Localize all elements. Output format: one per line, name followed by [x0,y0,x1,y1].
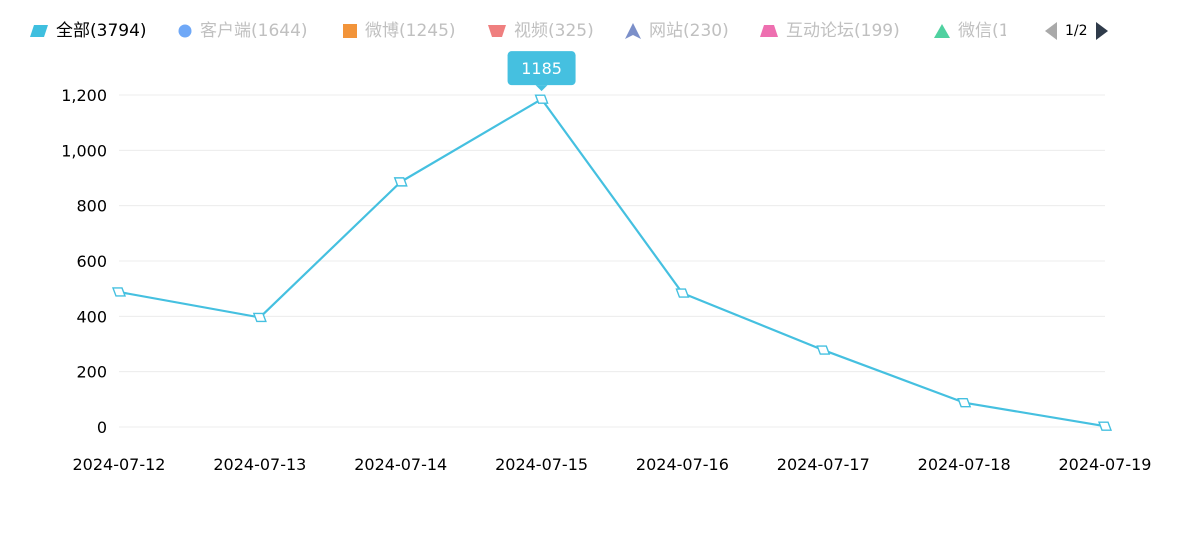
x-tick-label: 2024-07-13 [213,455,306,474]
series-line [118,98,1106,428]
triangle-right-icon[interactable] [1094,21,1110,41]
grid-lines [119,94,1105,428]
y-tick-label: 400 [76,307,107,326]
page-indicator: 1/2 [1065,23,1088,39]
x-tick-label: 2024-07-15 [495,455,588,474]
y-tick-label: 1,200 [61,86,107,105]
legend-item-wechat[interactable]: 微信(1 [934,18,1006,44]
x-tick-label: 2024-07-12 [73,455,166,474]
legend-label: 微信(1 [958,21,1006,41]
tooltip: 1185 [507,51,576,92]
triangle-icon [934,24,950,38]
x-tick-label: 2024-07-17 [777,455,870,474]
circle-icon [178,24,192,38]
legend-label: 互动论坛(199) [786,21,900,41]
data-point [534,94,549,104]
legend: 全部(3794) 客户端(1644) 微博(1245) 视频(325) 网站(2… [0,0,1200,62]
legend-item-website[interactable]: 网站(230) [625,18,729,44]
series-layer [111,94,1113,431]
x-tick-label: 2024-07-14 [354,455,447,474]
tooltip-box [507,51,576,86]
tooltip-value: 1185 [521,59,562,78]
data-point [393,177,408,187]
y-tick-label: 200 [76,363,107,382]
legend-label: 全部(3794) [56,21,147,41]
data-point [957,397,972,408]
y-axis: 0 200 400 600 800 1,000 1,200 [61,86,107,437]
triangle-left-icon[interactable] [1043,21,1059,41]
trapezoid-icon [760,25,778,37]
y-tick-label: 600 [76,252,107,271]
legend-pager: 1/2 [1043,18,1110,44]
x-tick-label: 2024-07-18 [918,455,1011,474]
parallelogram-icon [30,25,48,37]
data-point [111,287,127,297]
legend-label: 客户端(1644) [200,21,308,41]
square-icon [343,24,357,38]
data-point [816,345,831,355]
data-point [1097,421,1113,431]
legend-item-weibo[interactable]: 微博(1245) [343,18,456,44]
legend-label: 视频(325) [514,21,594,41]
legend-label: 网站(230) [649,21,729,41]
x-axis: 2024-07-12 2024-07-13 2024-07-14 2024-07-15… [73,455,1152,474]
legend-label: 微博(1245) [365,21,456,41]
x-tick-label: 2024-07-19 [1059,455,1152,474]
arrow-icon [625,23,641,39]
legend-item-client[interactable]: 客户端(1644) [178,18,308,44]
data-point [252,312,267,323]
tooltip-pointer [535,85,548,92]
y-tick-label: 800 [76,197,107,216]
x-tick-label: 2024-07-16 [636,455,729,474]
trapezoid-icon [488,25,506,37]
y-tick-label: 1,000 [61,141,107,160]
legend-item-video[interactable]: 视频(325) [488,18,594,44]
y-tick-label: 0 [97,418,107,437]
legend-item-forum[interactable]: 互动论坛(199) [760,18,900,44]
legend-item-all[interactable]: 全部(3794) [30,18,147,44]
data-point [675,288,690,298]
